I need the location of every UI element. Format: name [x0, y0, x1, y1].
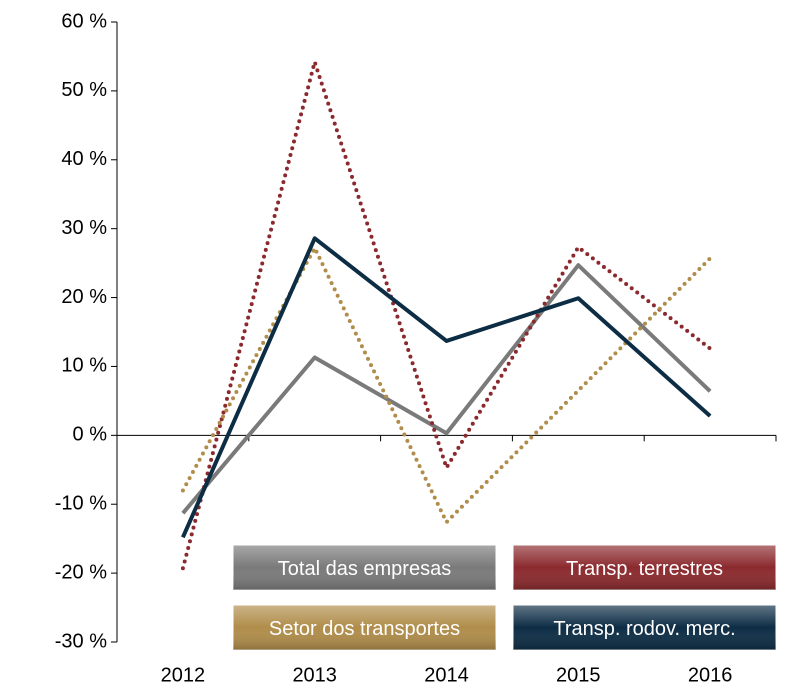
- legend-shade: [233, 545, 496, 590]
- y-tick-label: -30 %: [55, 630, 107, 652]
- y-tick-label: 60 %: [61, 10, 107, 32]
- legend-shade: [233, 605, 496, 650]
- legend-label: Setor dos transportes: [269, 618, 460, 640]
- legend-label: Total das empresas: [278, 558, 451, 580]
- x-tick-label: 2013: [292, 664, 337, 686]
- y-tick-label: 40 %: [61, 148, 107, 170]
- legend-shade: [513, 545, 776, 590]
- y-tick-label: 20 %: [61, 286, 107, 308]
- series-line: [181, 263, 712, 515]
- x-tick-label: 2012: [161, 664, 206, 686]
- x-tick-label: 2014: [424, 664, 469, 686]
- y-tick-label: 10 %: [61, 355, 107, 377]
- series-line: [181, 236, 712, 539]
- x-tick-label: 2015: [556, 664, 601, 686]
- y-tick-label: -10 %: [55, 493, 107, 515]
- y-tick-label: 30 %: [61, 217, 107, 239]
- y-tick-label: 0 %: [73, 424, 108, 446]
- legend-shade: [513, 605, 776, 650]
- y-tick-label: 50 %: [61, 79, 107, 101]
- legend-label: Transp. terrestres: [566, 558, 723, 580]
- series-line: [180, 59, 713, 571]
- y-tick-label: -20 %: [55, 561, 107, 583]
- series-line: [180, 245, 713, 525]
- legend-label: Transp. rodov. merc.: [553, 618, 735, 640]
- x-tick-label: 2016: [688, 664, 733, 686]
